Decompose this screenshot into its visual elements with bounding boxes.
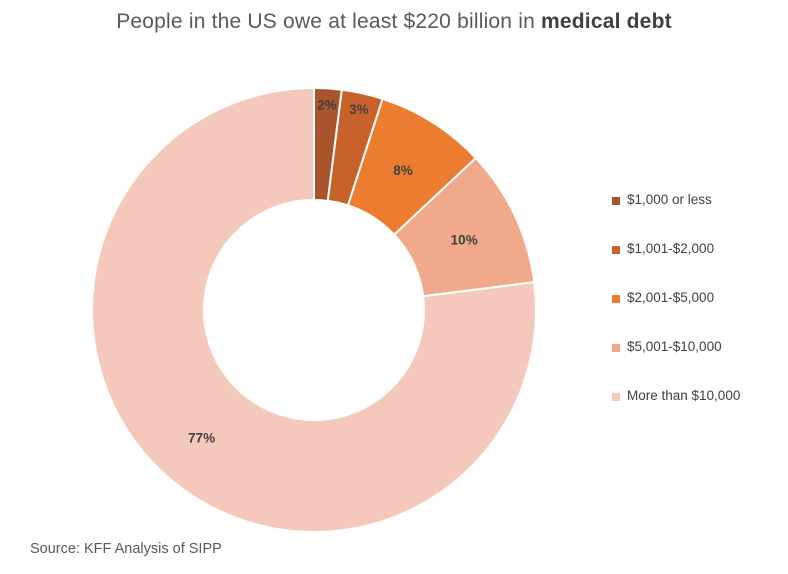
chart-title: People in the US owe at least $220 billi… (0, 10, 788, 34)
donut-slices (91, 86, 537, 533)
slice-label-1-001-2-000: 3% (349, 102, 369, 117)
slice-label-more-than-10-000: 77% (188, 431, 215, 446)
slice-label-2-001-5-000: 8% (393, 163, 413, 178)
legend-label: $5,001-$10,000 (627, 339, 722, 354)
legend-swatch (612, 393, 620, 401)
donut-slice-labels: 2% 3% 8% 10% 77% (188, 97, 478, 445)
legend-swatch (612, 246, 620, 254)
legend-item-2-001-5-000: $2,001-$5,000 (612, 290, 740, 339)
legend-item-1-001-2-000: $1,001-$2,000 (612, 241, 740, 290)
chart-title-emphasis: medical debt (541, 10, 672, 33)
slice-more-than-10-000 (91, 86, 537, 533)
legend-swatch (612, 344, 620, 352)
legend-item-1-000-or-less: $1,000 or less (612, 192, 740, 241)
legend-swatch (612, 197, 620, 205)
legend-label: $2,001-$5,000 (627, 290, 715, 305)
slice-label-1-000-or-less: 2% (317, 97, 337, 112)
legend-label: $1,001-$2,000 (627, 241, 715, 256)
chart-title-prefix: People in the US owe at least $220 billi… (116, 10, 542, 33)
legend-label: More than $10,000 (627, 388, 741, 403)
legend-label: $1,000 or less (627, 192, 712, 207)
legend-item-5-001-10-000: $5,001-$10,000 (612, 339, 740, 388)
legend-item-more-than-10-000: More than $10,000 (612, 388, 740, 437)
slice-label-5-001-10-000: 10% (451, 232, 478, 247)
legend-swatch (612, 295, 620, 303)
chart-legend: $1,000 or less $1,001-$2,000 $2,001-$5,000… (612, 192, 740, 437)
chart-source: Source: KFF Analysis of SIPP (30, 541, 222, 557)
